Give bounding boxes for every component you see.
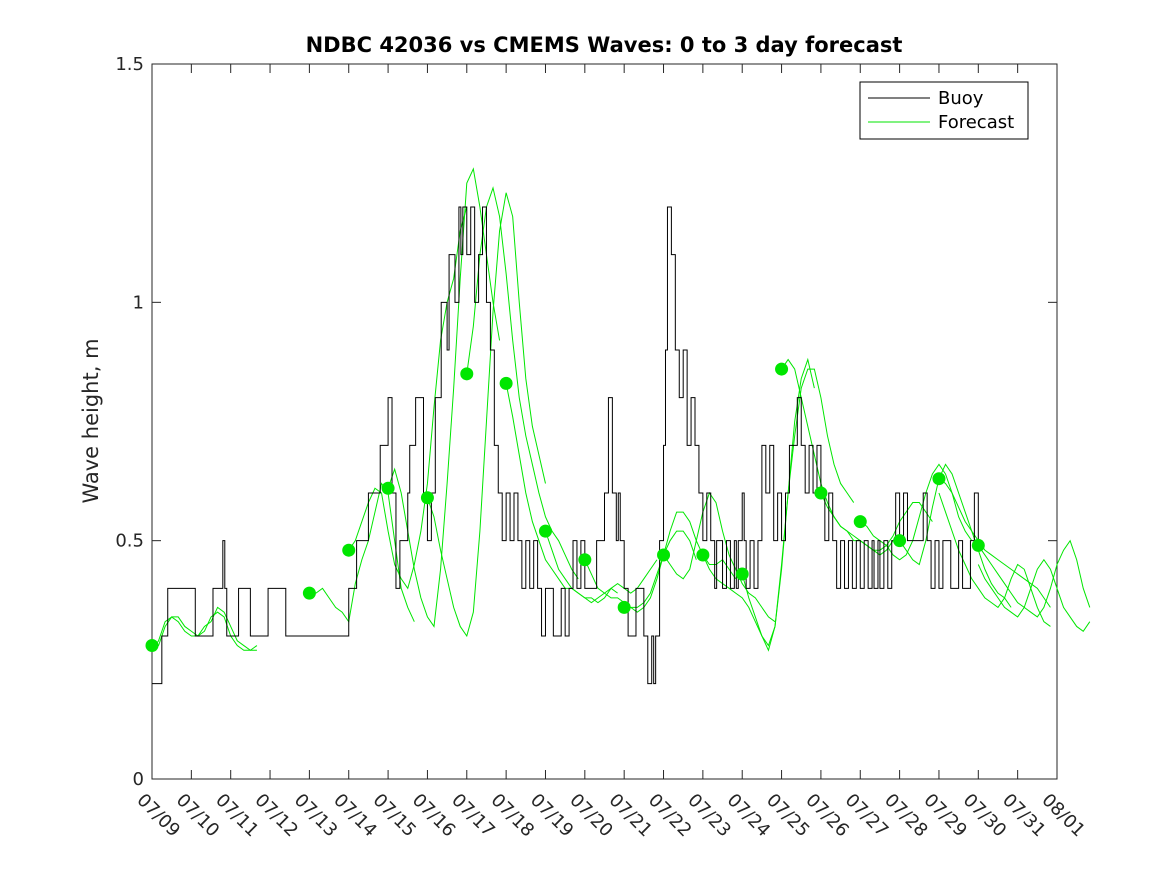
y-tick-label-2: 1 (133, 292, 144, 313)
x-tick-label-4: 07/13 (290, 790, 342, 842)
x-tick-label-11: 07/20 (565, 790, 617, 842)
legend-forecast-label: Forecast (938, 112, 1014, 133)
axes-box (151, 63, 1058, 780)
x-tick-label-0: 07/09 (132, 790, 184, 842)
forecast-line-13 (741, 368, 855, 652)
forecast-line-21 (977, 558, 1091, 632)
x-tick-label-8: 07/17 (447, 790, 499, 842)
legend: Buoy Forecast (859, 81, 1029, 140)
forecast-line-9 (584, 530, 697, 608)
x-tick-label-9: 07/18 (487, 790, 539, 842)
forecast-marker-2 (342, 543, 356, 557)
forecast-marker-15 (853, 515, 867, 529)
forecast-line-11 (663, 491, 776, 623)
forecast-marker-13 (775, 362, 789, 376)
forecast-marker-6 (499, 376, 513, 390)
forecast-marker-18 (971, 538, 985, 552)
forecast-marker-7 (538, 524, 552, 538)
x-tick-label-12: 07/21 (605, 790, 657, 842)
x-tick-label-14: 07/23 (683, 790, 735, 842)
forecast-marker-16 (893, 534, 907, 548)
x-tick-label-5: 07/14 (329, 790, 381, 842)
forecast-marker-9 (617, 600, 631, 614)
forecast-line-17 (899, 463, 1012, 608)
x-tick-label-3: 07/12 (251, 790, 303, 842)
x-tick-label-6: 07/15 (369, 790, 421, 842)
x-tick-label-15: 07/24 (723, 790, 775, 842)
forecast-line-20 (938, 492, 1051, 627)
buoy-line (152, 206, 983, 685)
x-tick-label-10: 07/19 (526, 790, 578, 842)
plot-area: 00.511.507/0907/1007/1107/1207/1307/1407… (115, 54, 1091, 842)
chart-title: NDBC 42036 vs CMEMS Waves: 0 to 3 day fo… (306, 33, 903, 57)
forecast-line-4 (387, 167, 501, 628)
y-tick-label-0: 0 (133, 769, 144, 790)
legend-box (859, 81, 1029, 140)
forecast-marker-17 (932, 472, 946, 486)
forecast-marker-8 (578, 553, 592, 567)
forecast-marker-4 (420, 491, 434, 505)
x-tick-label-1: 07/10 (172, 790, 224, 842)
forecast-marker-10 (657, 548, 671, 562)
x-tick-label-21: 07/30 (959, 790, 1011, 842)
forecast-line-0 (151, 611, 257, 651)
forecast-line-2 (309, 482, 415, 623)
forecast-marker-1 (302, 586, 316, 600)
forecast-marker-11 (696, 548, 710, 562)
forecast-line-15 (820, 492, 933, 551)
forecast-line-8 (545, 530, 658, 604)
x-tick-label-13: 07/22 (644, 790, 696, 842)
forecast-marker-3 (381, 481, 395, 495)
y-axis-label: Wave height, m (79, 338, 103, 503)
forecast-line-1 (151, 606, 258, 651)
x-tick-label-16: 07/25 (762, 790, 814, 842)
legend-buoy-label: Buoy (938, 88, 984, 109)
x-tick-label-7: 07/16 (408, 790, 460, 842)
forecast-line-5 (426, 192, 546, 638)
x-tick-label-19: 07/28 (880, 790, 932, 842)
forecast-marker-12 (735, 567, 749, 581)
forecast-marker-14 (814, 486, 828, 500)
x-tick-label-20: 07/29 (919, 790, 971, 842)
x-tick-label-17: 07/26 (801, 790, 853, 842)
forecast-line-12 (702, 357, 815, 647)
forecast-line-16 (859, 463, 973, 561)
y-tick-label-3: 1.5 (115, 54, 144, 75)
x-tick-label-23: 08/01 (1037, 790, 1089, 842)
forecast-line-7 (505, 383, 618, 604)
forecast-line-19 (977, 539, 1091, 618)
x-tick-label-22: 07/31 (998, 790, 1050, 842)
forecast-marker-0 (145, 639, 159, 653)
y-tick-label-1: 0.5 (115, 531, 144, 552)
x-tick-label-2: 07/11 (211, 790, 263, 842)
forecast-marker-5 (460, 367, 474, 381)
forecast-line-6 (466, 186, 579, 580)
x-tick-label-18: 07/27 (841, 790, 893, 842)
